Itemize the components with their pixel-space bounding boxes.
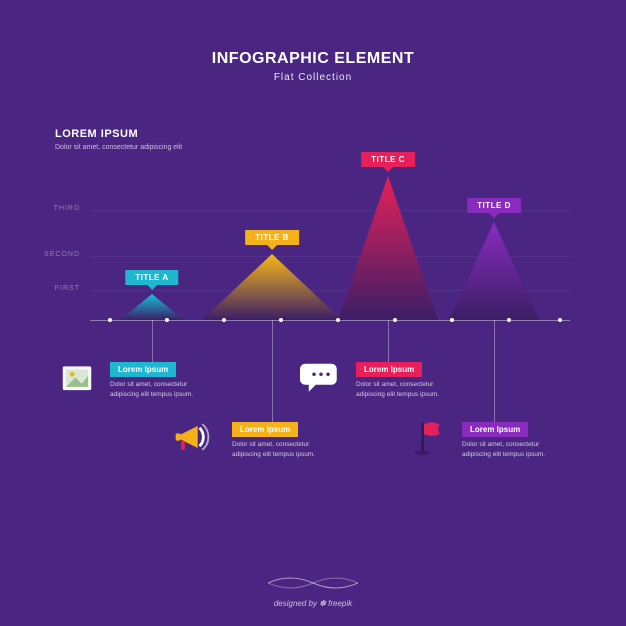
triangle-b <box>202 254 342 320</box>
y-axis-label: FIRST <box>30 285 80 292</box>
title-badge-d: TITLE D <box>467 198 521 213</box>
megaphone-icon <box>172 415 216 464</box>
axis-tick <box>336 318 340 322</box>
flag-icon <box>412 418 450 461</box>
triangle-d <box>449 222 539 320</box>
footer-ornament <box>268 576 358 590</box>
axis-tick <box>279 318 283 322</box>
card-body-c: Dolor sit amet, consectetur adipiscing e… <box>356 380 456 400</box>
card-body-a: Dolor sit amet, consectetur adipiscing e… <box>110 380 210 400</box>
axis-tick <box>507 318 511 322</box>
card-title-b: Lorem Ipsum <box>232 422 298 437</box>
photo-icon <box>58 360 96 403</box>
axis-tick <box>558 318 562 322</box>
triangle-a <box>120 294 184 320</box>
card-title-d: Lorem Ipsum <box>462 422 528 437</box>
intro-body: Dolor sit amet, consectetur adipiscing e… <box>55 143 182 153</box>
title-badge-a: TITLE A <box>125 270 178 285</box>
title-badge-c: TITLE C <box>361 152 415 167</box>
footer-credit: designed by ✽ freepik <box>0 599 626 608</box>
axis-tick <box>450 318 454 322</box>
axis-tick <box>108 318 112 322</box>
page-subtitle: Flat Collection <box>0 72 626 83</box>
axis-tick <box>165 318 169 322</box>
card-title-c: Lorem Ipsum <box>356 362 422 377</box>
y-axis-label: THIRD <box>30 205 80 212</box>
y-axis-label: SECOND <box>30 251 80 258</box>
card-body-b: Dolor sit amet, consectetur adipiscing e… <box>232 440 332 460</box>
card-body-d: Dolor sit amet, consectetur adipiscing e… <box>462 440 562 460</box>
intro-heading: LOREM IPSUM <box>55 128 138 140</box>
axis-tick <box>222 318 226 322</box>
x-axis <box>90 320 570 321</box>
triangle-c <box>338 176 438 320</box>
drop-line-d <box>494 320 495 432</box>
drop-line-b <box>272 320 273 432</box>
speech-icon <box>300 355 342 402</box>
title-badge-b: TITLE B <box>245 230 299 245</box>
page-title: INFOGRAPHIC ELEMENT <box>0 50 626 68</box>
card-title-a: Lorem Ipsum <box>110 362 176 377</box>
axis-tick <box>393 318 397 322</box>
